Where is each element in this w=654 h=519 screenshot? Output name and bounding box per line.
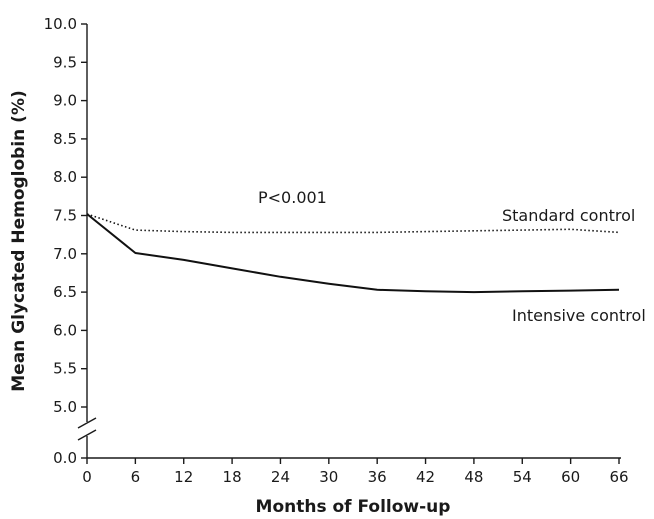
- y-tick-label: 8.0: [53, 168, 77, 186]
- y-tick-label: 5.5: [53, 360, 77, 378]
- series-line-intensive-control: [86, 213, 620, 294]
- x-tick-label: 60: [561, 468, 580, 486]
- x-axis-ticks: 0 6 12 18 24 30 36 42 48 54 60 66: [82, 458, 629, 486]
- y-tick-label: 5.0: [53, 398, 77, 416]
- y-tick-label: 10.0: [44, 15, 77, 33]
- y-tick-label: 6.5: [53, 283, 77, 301]
- x-axis-title: Months of Follow-up: [256, 497, 451, 517]
- x-tick-label: 36: [368, 468, 387, 486]
- x-tick-label: 54: [513, 468, 532, 486]
- x-tick-label: 0: [82, 468, 92, 486]
- series-lines: [86, 213, 620, 294]
- y-tick-label: 9.5: [53, 53, 77, 71]
- y-axis-title: Mean Glycated Hemoglobin (%): [9, 90, 29, 392]
- y-tick-label: 7.0: [53, 245, 77, 263]
- y-tick-label-zero: 0.0: [53, 449, 77, 467]
- y-tick-label: 8.5: [53, 130, 77, 148]
- series-label-intensive-control: Intensive control: [512, 306, 646, 325]
- axis-break-slash: [77, 417, 97, 429]
- series-label-standard-control: Standard control: [502, 206, 635, 225]
- p-value-annotation: P<0.001: [258, 188, 327, 207]
- x-tick-label: 48: [464, 468, 483, 486]
- x-tick-label: 24: [271, 468, 290, 486]
- axis-break-slash: [77, 429, 97, 441]
- x-tick-label: 30: [319, 468, 338, 486]
- series-line-standard-control: [86, 213, 620, 234]
- x-tick-label: 12: [174, 468, 193, 486]
- y-tick-label: 7.5: [53, 207, 77, 225]
- y-tick-label: 9.0: [53, 92, 77, 110]
- x-tick-label: 6: [131, 468, 141, 486]
- y-tick-label: 6.0: [53, 321, 77, 339]
- y-axis-break-marker: [77, 417, 97, 441]
- x-tick-label: 18: [223, 468, 242, 486]
- y-axis-ticks: 5.0 5.5 6.0 6.5 7.0 7.5 8.0 8.5 9.0 9.5 10.0 0.0: [44, 15, 87, 467]
- x-tick-label: 42: [416, 468, 435, 486]
- x-tick-label: 66: [609, 468, 628, 486]
